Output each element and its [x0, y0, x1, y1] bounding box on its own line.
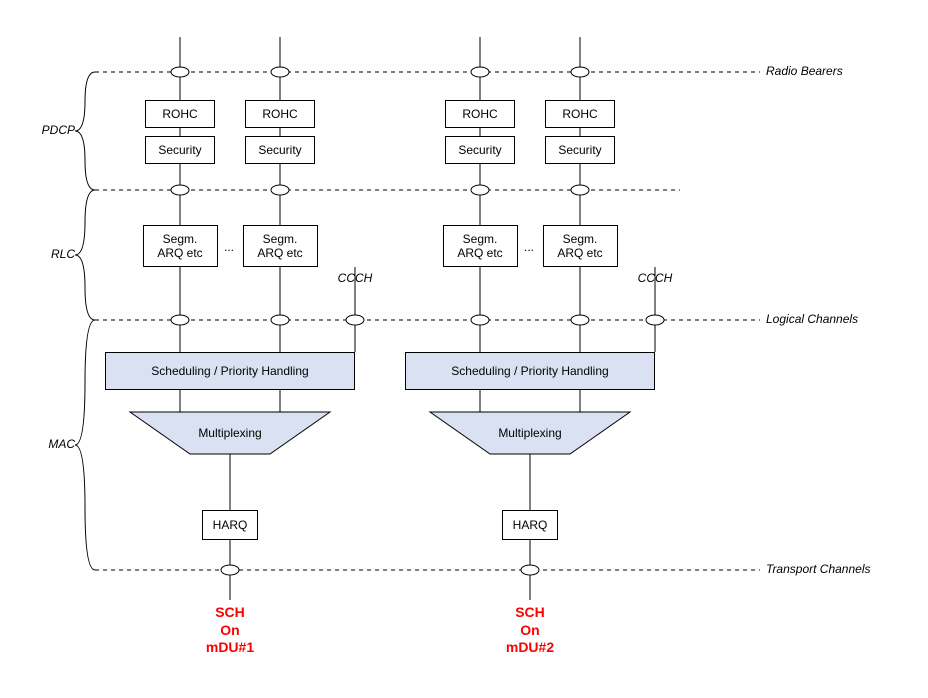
- scheduling-box: Scheduling / Priority Handling: [405, 352, 655, 390]
- dots-1: ...: [224, 240, 234, 254]
- scheduling-box: Scheduling / Priority Handling: [105, 352, 355, 390]
- rohc-box: ROHC: [545, 100, 615, 128]
- security-box: Security: [245, 136, 315, 164]
- harq-box: HARQ: [502, 510, 558, 540]
- segm-box: Segm.ARQ etc: [443, 225, 518, 267]
- rlc-label: RLC: [30, 247, 75, 261]
- logical-channels-label: Logical Channels: [766, 312, 858, 326]
- radio-bearers-label: Radio Bearers: [766, 64, 843, 78]
- segm-box: Segm.ARQ etc: [143, 225, 218, 267]
- harq-box: HARQ: [202, 510, 258, 540]
- pdcp-label: PDCP: [30, 123, 75, 137]
- sch-label-2: SCHOnmDU#2: [506, 604, 554, 657]
- rohc-box: ROHC: [145, 100, 215, 128]
- ccch-label: CCCH: [333, 271, 377, 285]
- dots-2: ...: [524, 240, 534, 254]
- security-box: Security: [445, 136, 515, 164]
- diagram-canvas: ROHC Security Segm.ARQ etc ROHC Security Segm…: [0, 0, 928, 698]
- ccch-label: CCCH: [633, 271, 677, 285]
- security-box: Security: [145, 136, 215, 164]
- rohc-box: ROHC: [445, 100, 515, 128]
- mac-label: MAC: [30, 437, 75, 451]
- sch-label-1: SCHOnmDU#1: [206, 604, 254, 657]
- segm-box: Segm.ARQ etc: [243, 225, 318, 267]
- security-box: Security: [545, 136, 615, 164]
- transport-channels-label: Transport Channels: [766, 562, 871, 576]
- rohc-box: ROHC: [245, 100, 315, 128]
- segm-box: Segm.ARQ etc: [543, 225, 618, 267]
